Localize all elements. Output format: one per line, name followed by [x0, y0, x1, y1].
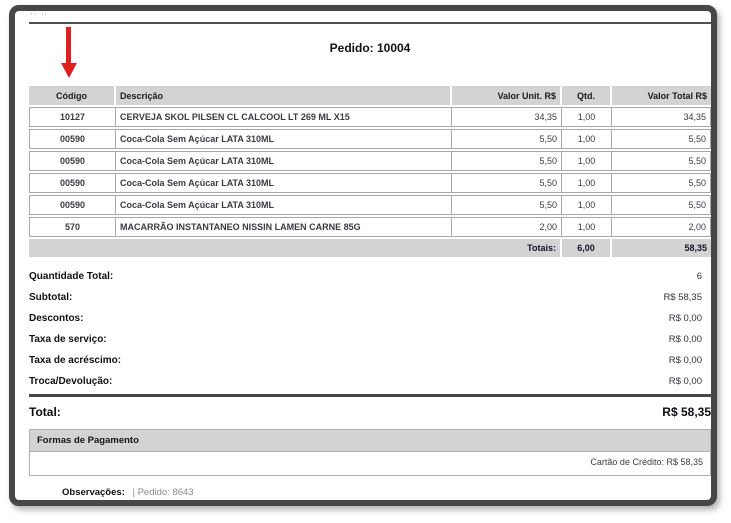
observations-value: | Pedido: 8643 — [132, 487, 194, 498]
observations-line: Observações: | Pedido: 8643 — [62, 487, 711, 498]
red-arrow-shaft — [66, 27, 71, 63]
summary-label: Quantidade Total: — [29, 271, 114, 282]
cell-valor-unit: 5,50 — [452, 173, 562, 193]
cell-valor-unit: 34,35 — [452, 107, 562, 127]
cell-qtd: 1,00 — [562, 129, 612, 149]
cell-codigo: 00590 — [29, 151, 116, 171]
cell-codigo: 00590 — [29, 195, 116, 215]
items-table: Código Descrição Valor Unit. R$ Qtd. Val… — [29, 84, 711, 259]
cell-valor-total: 5,50 — [612, 173, 711, 193]
cell-valor-unit: 2,00 — [452, 217, 562, 237]
receipt-page: '' '' Pedido: 10004 Código Descrição Val… — [29, 13, 711, 498]
totals-qtd: 6,00 — [562, 239, 612, 257]
summary-label: Taxa de serviço: — [29, 334, 107, 345]
cell-codigo: 00590 — [29, 173, 116, 193]
receipt-window-frame: '' '' Pedido: 10004 Código Descrição Val… — [9, 5, 717, 506]
cell-descricao: Coca-Cola Sem Açúcar LATA 310ML — [116, 195, 452, 215]
summary-line-quantidade: Quantidade Total: 6 — [29, 266, 711, 287]
payment-entry: Cartão de Crédito: R$ 58,35 — [590, 457, 703, 467]
receipt-header: Pedido: 10004 — [29, 24, 711, 84]
summary-value: R$ 0,00 — [668, 313, 702, 324]
summary-section: Quantidade Total: 6 Subtotal: R$ 58,35 D… — [29, 266, 711, 392]
items-table-header-row: Código Descrição Valor Unit. R$ Qtd. Val… — [29, 86, 711, 105]
cell-valor-total: 5,50 — [612, 129, 711, 149]
summary-line-taxa-servico: Taxa de serviço: R$ 0,00 — [29, 329, 711, 350]
summary-value: 6 — [696, 271, 702, 282]
cell-valor-total: 5,50 — [612, 195, 711, 215]
order-title: Pedido: 10004 — [329, 41, 411, 55]
header-valor-total: Valor Total R$ — [612, 86, 711, 105]
summary-line-descontos: Descontos: R$ 0,00 — [29, 308, 711, 329]
cell-codigo: 00590 — [29, 129, 116, 149]
total-divider — [29, 394, 711, 397]
cell-valor-unit: 5,50 — [452, 195, 562, 215]
header-valor-unit: Valor Unit. R$ — [452, 86, 562, 105]
cell-valor-unit: 5,50 — [452, 151, 562, 171]
summary-label: Taxa de acréscimo: — [29, 355, 122, 366]
cell-valor-total: 34,35 — [612, 107, 711, 127]
cell-qtd: 1,00 — [562, 195, 612, 215]
payment-section: Formas de Pagamento Cartão de Crédito: R… — [29, 429, 711, 476]
summary-value: R$ 0,00 — [668, 376, 702, 387]
table-row: 10127 CERVEJA SKOL PILSEN CL CALCOOL LT … — [29, 107, 711, 127]
cell-qtd: 1,00 — [562, 173, 612, 193]
cell-descricao: Coca-Cola Sem Açúcar LATA 310ML — [116, 129, 452, 149]
cell-descricao: MACARRÃO INSTANTANEO NISSIN LAMEN CARNE … — [116, 217, 452, 237]
grand-total-label: Total: — [29, 405, 61, 419]
table-row: 570 MACARRÃO INSTANTANEO NISSIN LAMEN CA… — [29, 217, 711, 237]
top-rule-divider — [29, 22, 711, 24]
table-row: 00590 Coca-Cola Sem Açúcar LATA 310ML 5,… — [29, 151, 711, 171]
cell-codigo: 570 — [29, 217, 116, 237]
table-row: 00590 Coca-Cola Sem Açúcar LATA 310ML 5,… — [29, 173, 711, 193]
cell-descricao: Coca-Cola Sem Açúcar LATA 310ML — [116, 151, 452, 171]
totals-valor-total: 58,35 — [612, 239, 711, 257]
header-descricao: Descrição — [116, 86, 452, 105]
table-row: 00590 Coca-Cola Sem Açúcar LATA 310ML 5,… — [29, 195, 711, 215]
table-row: 00590 Coca-Cola Sem Açúcar LATA 310ML 5,… — [29, 129, 711, 149]
red-arrow-head — [60, 63, 77, 78]
cell-qtd: 1,00 — [562, 107, 612, 127]
totals-row: Totais: 6,00 58,35 — [29, 239, 711, 257]
cell-descricao: CERVEJA SKOL PILSEN CL CALCOOL LT 269 ML… — [116, 107, 452, 127]
summary-value: R$ 58,35 — [663, 292, 702, 303]
cell-codigo: 10127 — [29, 107, 116, 127]
cell-valor-unit: 5,50 — [452, 129, 562, 149]
summary-line-taxa-acrescimo: Taxa de acréscimo: R$ 0,00 — [29, 350, 711, 371]
cell-descricao: Coca-Cola Sem Açúcar LATA 310ML — [116, 173, 452, 193]
summary-line-subtotal: Subtotal: R$ 58,35 — [29, 287, 711, 308]
cell-qtd: 1,00 — [562, 151, 612, 171]
cell-valor-total: 2,00 — [612, 217, 711, 237]
header-codigo: Código — [29, 86, 116, 105]
cell-valor-total: 5,50 — [612, 151, 711, 171]
grand-total-line: Total: R$ 58,35 — [29, 397, 711, 427]
observations-label: Observações: — [62, 487, 125, 498]
cell-qtd: 1,00 — [562, 217, 612, 237]
payment-section-title: Formas de Pagamento — [30, 430, 710, 452]
summary-value: R$ 0,00 — [668, 355, 702, 366]
summary-value: R$ 0,00 — [668, 334, 702, 345]
red-arrow-annotation-icon — [60, 27, 77, 78]
corner-marks: '' '' — [31, 13, 49, 20]
summary-line-troca-devolucao: Troca/Devolução: R$ 0,00 — [29, 371, 711, 392]
totals-label: Totais: — [29, 239, 562, 257]
grand-total-value: R$ 58,35 — [662, 405, 711, 419]
summary-label: Troca/Devolução: — [29, 376, 113, 387]
summary-label: Subtotal: — [29, 292, 73, 303]
header-qtd: Qtd. — [562, 86, 612, 105]
summary-label: Descontos: — [29, 313, 84, 324]
